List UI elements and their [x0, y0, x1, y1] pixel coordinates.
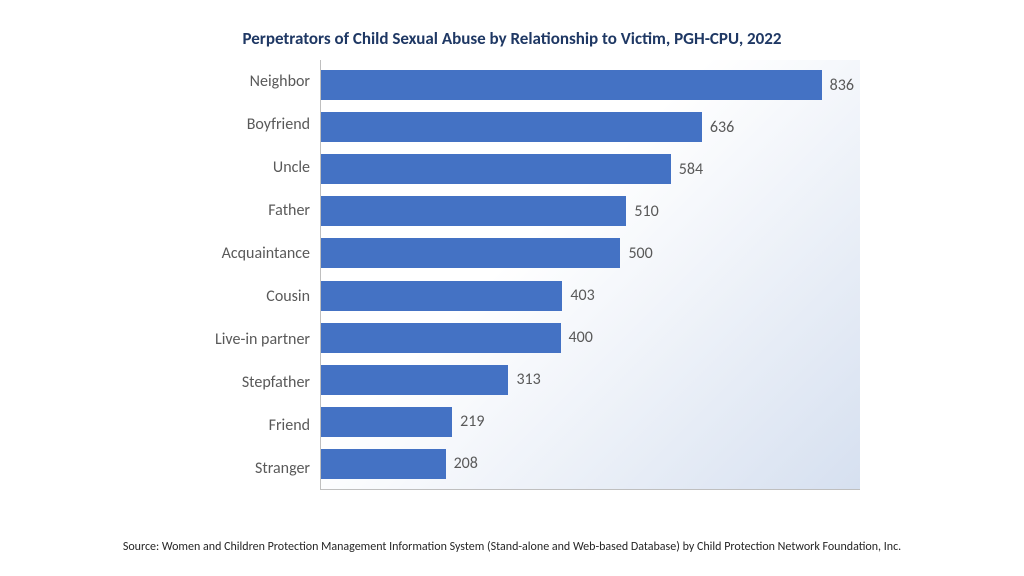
bar-row: 208: [321, 449, 860, 479]
value-label: 836: [830, 76, 854, 95]
bar-row: 500: [321, 238, 860, 268]
category-label: Acquaintance: [180, 244, 310, 263]
bar: [321, 238, 620, 268]
chart-title: Perpetrators of Child Sexual Abuse by Re…: [0, 0, 1024, 61]
value-label: 636: [710, 118, 734, 137]
category-label: Friend: [180, 416, 310, 435]
bar-row: 400: [321, 323, 860, 353]
bar: [321, 449, 446, 479]
bar: [321, 407, 452, 437]
bar: [321, 154, 671, 184]
value-label: 510: [634, 202, 658, 221]
bar: [321, 70, 822, 100]
bar: [321, 196, 626, 226]
bar: [321, 112, 702, 142]
value-label: 500: [628, 244, 652, 263]
bar: [321, 281, 562, 311]
bar-row: 636: [321, 112, 860, 142]
value-label: 208: [454, 454, 478, 473]
category-label: Uncle: [180, 158, 310, 177]
category-label: Stepfather: [180, 373, 310, 392]
bar-row: 584: [321, 154, 860, 184]
bars-container: 836 636 584 510 500 403 400 313 219 208: [321, 60, 860, 489]
value-label: 403: [570, 286, 594, 305]
y-axis-labels: Neighbor Boyfriend Uncle Father Acquaintance…: [180, 60, 320, 490]
value-label: 584: [679, 160, 703, 179]
bar-row: 219: [321, 407, 860, 437]
category-label: Cousin: [180, 287, 310, 306]
bar: [321, 365, 508, 395]
plot-area: 836 636 584 510 500 403 400 313 219 208: [320, 60, 860, 490]
category-label: Father: [180, 201, 310, 220]
value-label: 313: [516, 370, 540, 389]
category-label: Live-in partner: [180, 330, 310, 349]
bar-row: 313: [321, 365, 860, 395]
source-caption: Source: Women and Children Protection Ma…: [0, 540, 1024, 554]
bar-row: 510: [321, 196, 860, 226]
category-label: Stranger: [180, 459, 310, 478]
category-label: Neighbor: [180, 72, 310, 91]
bar-row: 403: [321, 281, 860, 311]
category-label: Boyfriend: [180, 115, 310, 134]
chart-area: Neighbor Boyfriend Uncle Father Acquaintance…: [180, 60, 860, 490]
value-label: 219: [460, 412, 484, 431]
value-label: 400: [569, 328, 593, 347]
bar-row: 836: [321, 70, 860, 100]
bar: [321, 323, 561, 353]
